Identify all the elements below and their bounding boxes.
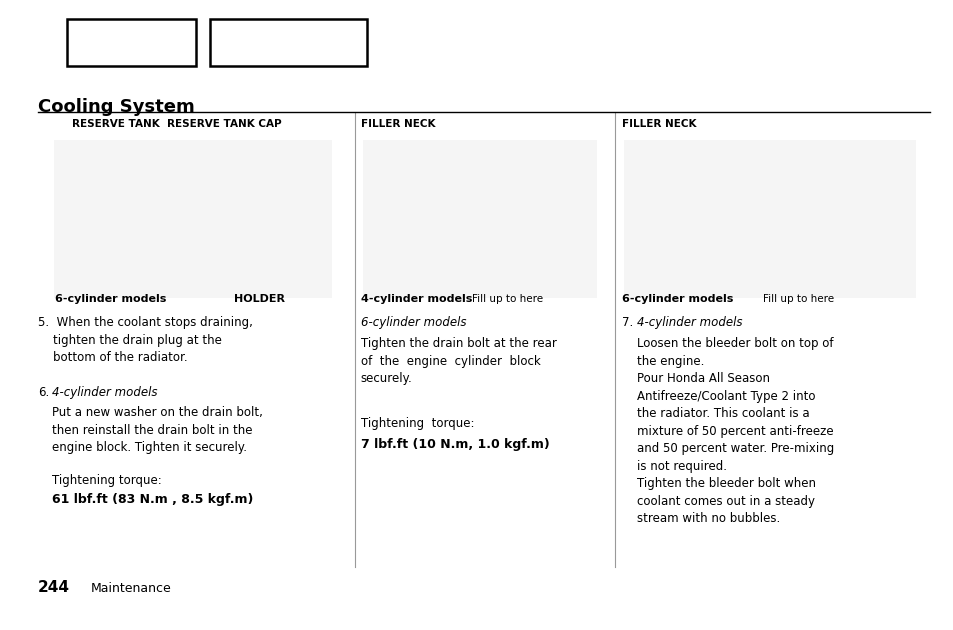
Text: 6.: 6.	[38, 386, 50, 399]
Bar	[210, 19, 367, 66]
Text: Fill up to here: Fill up to here	[762, 294, 834, 304]
Text: 4-cylinder models: 4-cylinder models	[360, 294, 472, 304]
Text: 4-cylinder models: 4-cylinder models	[52, 386, 158, 399]
Text: Fill up to here: Fill up to here	[472, 294, 543, 304]
Bar	[623, 140, 915, 298]
Text: HOLDER: HOLDER	[233, 294, 284, 304]
Bar	[54, 140, 332, 298]
Text: 6-cylinder models: 6-cylinder models	[55, 294, 167, 304]
Text: 5.  When the coolant stops draining,
    tighten the drain plug at the
    botto: 5. When the coolant stops draining, tigh…	[38, 316, 253, 364]
Text: FILLER NECK: FILLER NECK	[360, 119, 435, 129]
Text: 6-cylinder models: 6-cylinder models	[360, 316, 466, 329]
Text: 6-cylinder models: 6-cylinder models	[621, 294, 733, 304]
Text: 4-cylinder models: 4-cylinder models	[637, 316, 742, 329]
Text: 244: 244	[38, 580, 71, 595]
Text: RESERVE TANK CAP: RESERVE TANK CAP	[167, 119, 281, 129]
Text: Tightening  torque:: Tightening torque:	[360, 417, 474, 430]
Text: RESERVE TANK: RESERVE TANK	[71, 119, 159, 129]
Bar	[362, 140, 597, 298]
Bar	[52, 139, 334, 299]
Text: Put a new washer on the drain bolt,
then reinstall the drain bolt in the
engine : Put a new washer on the drain bolt, then…	[52, 406, 263, 454]
Bar	[67, 19, 195, 66]
Text: Loosen the bleeder bolt on top of
the engine.
Pour Honda All Season
Antifreeze/C: Loosen the bleeder bolt on top of the en…	[637, 337, 834, 525]
Text: 7.: 7.	[621, 316, 633, 329]
Bar	[621, 139, 917, 299]
Bar	[360, 139, 598, 299]
Text: Maintenance: Maintenance	[91, 582, 172, 595]
Text: Cooling System: Cooling System	[38, 98, 194, 116]
Text: Tightening torque:: Tightening torque:	[52, 474, 162, 487]
Text: 7 lbf.ft (10 N.m, 1.0 kgf.m): 7 lbf.ft (10 N.m, 1.0 kgf.m)	[360, 438, 549, 451]
Text: Tighten the drain bolt at the rear
of  the  engine  cylinder  block
securely.: Tighten the drain bolt at the rear of th…	[360, 337, 556, 385]
Text: FILLER NECK: FILLER NECK	[621, 119, 696, 129]
Text: 61 lbf.ft (83 N.m , 8.5 kgf.m): 61 lbf.ft (83 N.m , 8.5 kgf.m)	[52, 493, 253, 506]
